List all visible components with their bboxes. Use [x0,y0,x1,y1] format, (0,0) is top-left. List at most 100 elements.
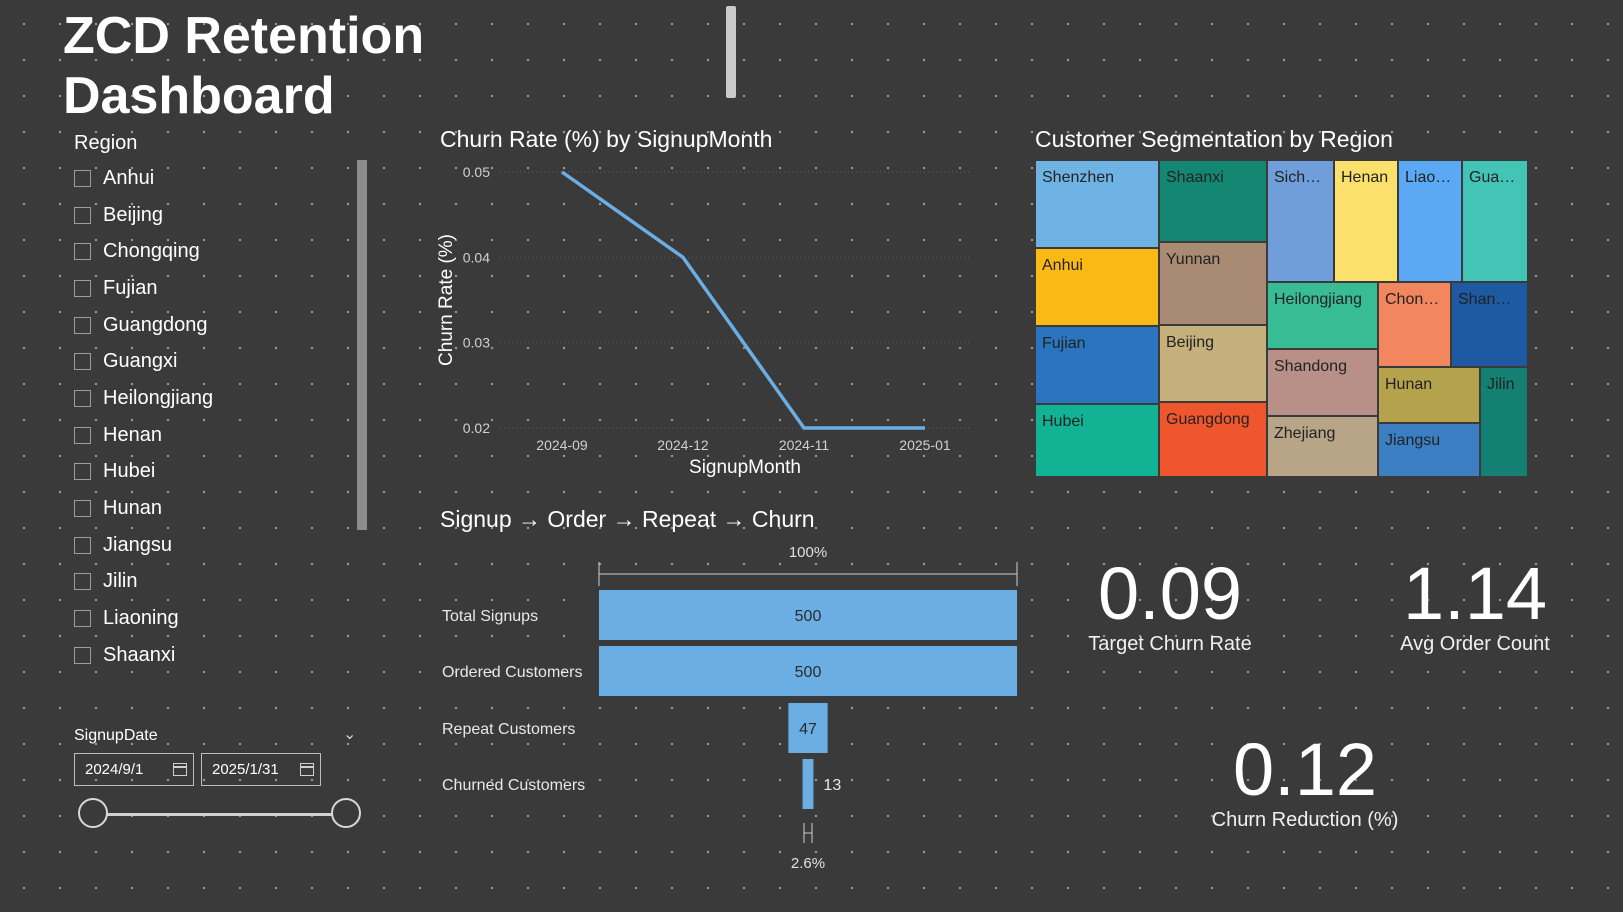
kpi-value: 0.09 [1097,552,1243,635]
slicer-item-label: Heilongjiang [103,386,214,409]
funnel-title: Signup → Order → Repeat → Churn [440,506,815,532]
treemap-title: Customer Segmentation by Region [1035,126,1393,152]
slicer-item-label: Hubei [103,460,156,483]
checkbox[interactable] [74,500,91,518]
kpi-label: Target Churn Rate [1088,633,1252,655]
slicer-item-chongqing[interactable]: Chongqing [74,233,354,270]
slicer-item-guangdong[interactable]: Guangdong [74,307,354,344]
treemap-cell[interactable]: Shandong [1267,349,1378,416]
slicer-item-label: Jilin [103,570,138,593]
slicer-item-jiangsu[interactable]: Jiangsu [74,527,354,564]
funnel-chart: 100% Total Signups 500 Ordered Customers 500… [442,544,1018,872]
start-date-input[interactable]: 2024/9/1 [74,753,194,786]
region-slicer-scrollbar[interactable] [357,160,367,530]
date-slider-start-handle[interactable] [78,798,108,828]
x-tick-label: 2024-11 [779,437,830,453]
treemap-cell[interactable]: Sich… [1267,160,1334,282]
treemap-cell[interactable]: Zhejiang [1267,416,1378,477]
churn-rate-line-chart: 0.05 0.04 0.03 0.02 2024-09 2024-12 2024-11 202… [436,164,970,478]
slicer-item-hunan[interactable]: Hunan [74,490,354,527]
region-slicer-list: Anhui Beijing Chongqing Fujian Guangdong Guan… [74,160,354,674]
region-slicer-title: Region [74,132,138,154]
checkbox[interactable] [74,463,91,481]
page-title: ZCD Retention Dashboard [63,7,425,125]
slicer-item-label: Shaanxi [103,643,176,666]
checkbox[interactable] [74,646,91,664]
end-date-value: 2025/1/31 [212,761,279,778]
slicer-item-heilongjiang[interactable]: Heilongjiang [74,380,354,417]
chevron-down-icon[interactable]: ⌄ [343,726,357,743]
kpi-label: Churn Reduction (%) [1211,809,1399,831]
checkbox[interactable] [74,573,91,591]
treemap-cell[interactable]: Yunnan [1159,242,1267,325]
y-tick-label: 0.04 [463,249,490,265]
calendar-icon[interactable] [173,763,187,776]
treemap-cell[interactable]: Shan… [1451,282,1528,367]
checkbox[interactable] [74,316,91,334]
treemap-cell[interactable]: Chon… [1378,282,1451,367]
treemap-cell[interactable]: Jilin [1480,367,1528,477]
x-tick-label: 2024-09 [536,437,588,453]
treemap-cell[interactable]: Hunan [1378,367,1480,423]
checkbox[interactable] [74,206,91,224]
slicer-item-label: Chongqing [103,240,200,263]
funnel-value-label: 500 [795,608,822,625]
slicer-item-anhui[interactable]: Anhui [74,160,354,197]
slicer-item-hubei[interactable]: Hubei [74,454,354,491]
slicer-item-henan[interactable]: Henan [74,417,354,454]
kpi-target-churn: 0.09 Target Churn Rate [1060,555,1280,656]
calendar-icon[interactable] [300,763,314,776]
treemap-cell[interactable]: Beijing [1159,325,1267,402]
kpi-value: 0.12 [1232,728,1378,811]
date-range-slider-track[interactable] [94,813,346,816]
checkbox[interactable] [74,169,91,187]
slicer-item-beijing[interactable]: Beijing [74,197,354,234]
funnel-category-label: Churned Customers [442,777,585,794]
funnel-bar [788,703,828,753]
funnel-category-label: Ordered Customers [442,664,583,681]
funnel-value-label: 500 [795,664,822,681]
funnel-bottom-percent: 2.6% [791,855,825,872]
slicer-item-label: Jiangsu [103,533,172,556]
treemap-cell[interactable]: Shenzhen [1035,160,1159,248]
treemap-cell[interactable]: Hubei [1035,404,1159,477]
end-date-input[interactable]: 2025/1/31 [201,753,321,786]
treemap-cell[interactable]: Heilongjiang [1267,282,1378,349]
x-tick-label: 2024-12 [657,437,709,453]
series-line [560,170,925,430]
checkbox[interactable] [74,536,91,554]
slicer-item-label: Guangxi [103,350,178,373]
start-date-value: 2024/9/1 [85,761,144,778]
date-slider-end-handle[interactable] [331,798,361,828]
treemap-cell[interactable]: Anhui [1035,248,1159,326]
treemap-cell[interactable]: Fujian [1035,326,1159,404]
funnel-value-label: 47 [799,721,817,738]
divider [726,6,736,98]
kpi-churn-reduction: 0.12 Churn Reduction (%) [1185,731,1425,832]
treemap-cell[interactable]: Jiangsu [1378,423,1480,477]
treemap-cell[interactable]: Gua… [1462,160,1528,282]
slicer-item-jilin[interactable]: Jilin [74,564,354,601]
checkbox[interactable] [74,279,91,297]
treemap-cell[interactable]: Guangdong [1159,402,1267,477]
checkbox[interactable] [74,353,91,371]
slicer-item-label: Anhui [103,166,155,189]
slicer-item-guangxi[interactable]: Guangxi [74,343,354,380]
slicer-item-shaanxi[interactable]: Shaanxi [74,637,354,674]
x-tick-label: 2025-01 [899,437,951,453]
checkbox[interactable] [74,389,91,407]
checkbox[interactable] [74,426,91,444]
slicer-item-fujian[interactable]: Fujian [74,270,354,307]
treemap-cell[interactable]: Henan [1334,160,1398,282]
slicer-item-liaoning[interactable]: Liaoning [74,600,354,637]
slicer-item-label: Liaoning [103,607,179,630]
checkbox[interactable] [74,243,91,261]
region-treemap: Shenzhen Anhui Fujian Hubei Shaanxi Yunnan Bei… [1035,160,1528,477]
funnel-category-label: Repeat Customers [442,721,575,738]
checkbox[interactable] [74,610,91,628]
funnel-top-percent: 100% [789,544,827,561]
funnel-value-label: 13 [823,777,841,794]
kpi-value: 1.14 [1402,552,1548,635]
treemap-cell[interactable]: Shaanxi [1159,160,1267,242]
treemap-cell[interactable]: Liao… [1398,160,1462,282]
